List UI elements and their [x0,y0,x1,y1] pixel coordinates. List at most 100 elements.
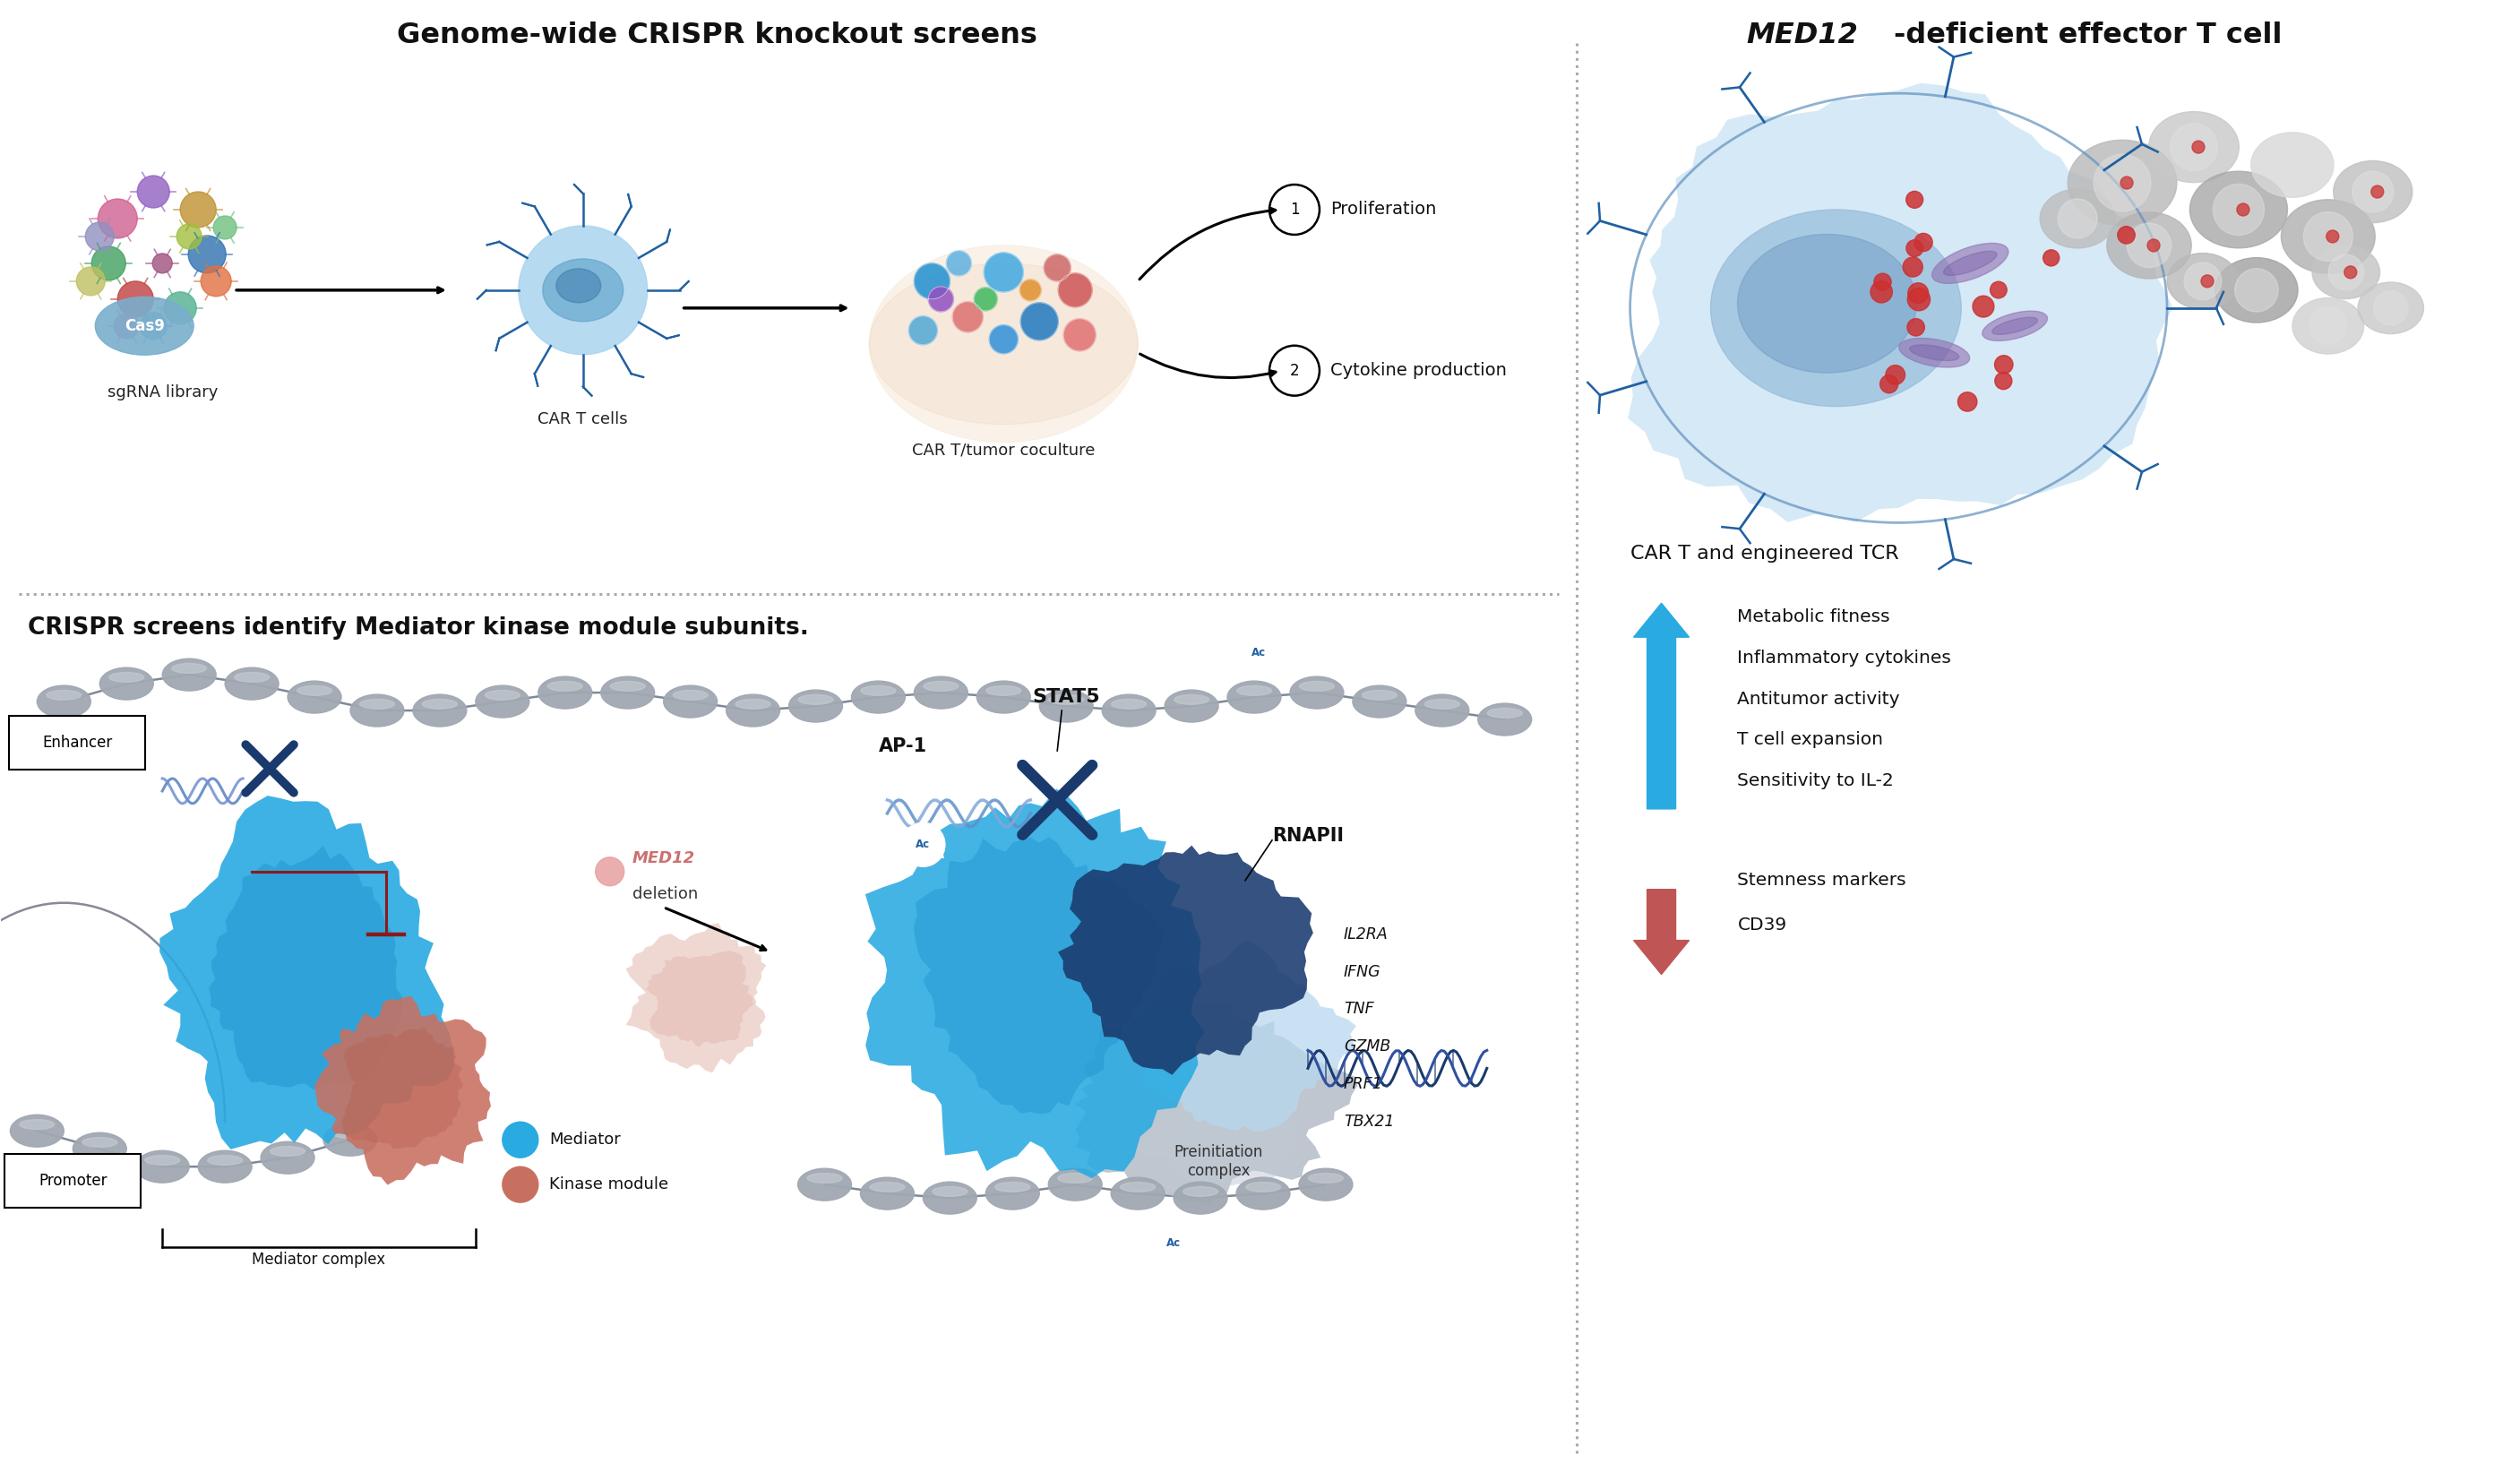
Text: Ac: Ac [1167,1236,1182,1248]
Text: Ac: Ac [1252,646,1265,658]
Ellipse shape [2041,188,2114,249]
Polygon shape [1126,941,1356,1132]
Ellipse shape [171,664,207,673]
Polygon shape [315,997,491,1185]
Ellipse shape [323,1123,378,1156]
Polygon shape [625,923,766,1073]
Circle shape [2119,177,2132,188]
Ellipse shape [101,668,154,699]
Ellipse shape [45,690,81,701]
Circle shape [189,236,227,274]
Ellipse shape [1353,686,1406,718]
Circle shape [2170,124,2218,171]
Circle shape [1905,240,1923,256]
Circle shape [2059,199,2097,238]
Text: CAR T/tumor coculture: CAR T/tumor coculture [912,442,1096,458]
Ellipse shape [1424,699,1459,710]
FancyArrow shape [1633,889,1688,974]
Circle shape [595,857,625,886]
Text: TBX21: TBX21 [1343,1114,1394,1130]
Text: deletion: deletion [633,886,698,902]
Circle shape [2238,203,2250,216]
Ellipse shape [1900,339,1971,368]
Circle shape [154,253,171,274]
Circle shape [2200,275,2213,287]
Ellipse shape [1237,1178,1290,1210]
Text: AP-1: AP-1 [879,737,927,755]
Ellipse shape [1308,1173,1343,1183]
Ellipse shape [799,1169,852,1201]
Ellipse shape [932,1186,968,1197]
Ellipse shape [1290,677,1343,708]
Ellipse shape [2334,160,2412,222]
Text: Kinase module: Kinase module [549,1176,668,1192]
Ellipse shape [2167,253,2238,309]
Circle shape [164,291,197,324]
Text: Preinitiation
complex: Preinitiation complex [1174,1144,1263,1179]
Ellipse shape [600,677,655,708]
Polygon shape [1628,82,2172,523]
Text: MED12: MED12 [633,849,696,866]
Polygon shape [1109,1032,1300,1186]
Circle shape [975,287,998,311]
Circle shape [2326,230,2339,243]
Ellipse shape [413,695,466,727]
Ellipse shape [423,699,456,710]
Ellipse shape [2293,297,2364,353]
Ellipse shape [663,686,718,718]
Text: -deficient effector T cell: -deficient effector T cell [1895,22,2283,50]
Text: Cas9: Cas9 [123,318,164,334]
Text: Antitumor activity: Antitumor activity [1736,690,1900,708]
Text: IFNG: IFNG [1343,964,1381,980]
Text: CAR T cells: CAR T cells [537,411,627,427]
Circle shape [1908,283,1928,303]
Ellipse shape [20,1120,55,1129]
Ellipse shape [108,673,144,682]
Circle shape [118,281,154,316]
Circle shape [1021,303,1058,340]
Ellipse shape [2250,132,2334,197]
Ellipse shape [995,1182,1031,1192]
Circle shape [948,250,970,275]
Polygon shape [915,838,1164,1114]
Polygon shape [159,796,454,1150]
Ellipse shape [333,1129,368,1138]
Circle shape [1908,289,1930,311]
FancyArrow shape [1633,604,1688,810]
Circle shape [983,253,1023,291]
Ellipse shape [610,682,645,690]
Circle shape [501,1167,539,1203]
Circle shape [1903,258,1923,277]
Text: Ac: Ac [915,839,930,851]
Circle shape [141,312,166,340]
Ellipse shape [862,686,895,695]
Circle shape [1958,392,1978,411]
Ellipse shape [922,1182,978,1214]
Text: Sensitivity to IL-2: Sensitivity to IL-2 [1736,773,1895,789]
Ellipse shape [2359,283,2424,334]
Circle shape [1880,375,1898,393]
Circle shape [1885,365,1905,384]
Ellipse shape [1711,209,1961,406]
Circle shape [2094,155,2152,212]
Circle shape [1152,1222,1194,1264]
Circle shape [91,246,126,280]
Text: Proliferation: Proliferation [1331,202,1436,218]
Ellipse shape [539,677,592,708]
Circle shape [1973,296,1993,316]
Circle shape [2303,212,2354,261]
Circle shape [902,823,945,866]
Circle shape [1905,191,1923,208]
Ellipse shape [869,263,1139,424]
Circle shape [1996,372,2011,390]
Circle shape [2235,268,2278,312]
Ellipse shape [547,682,582,690]
Circle shape [113,314,139,339]
Text: Metabolic fitness: Metabolic fitness [1736,608,1890,626]
Ellipse shape [2107,212,2192,278]
Text: TNF: TNF [1343,1001,1373,1017]
Ellipse shape [673,690,708,701]
Ellipse shape [2150,112,2238,183]
Circle shape [214,216,237,238]
Ellipse shape [1121,1182,1154,1192]
